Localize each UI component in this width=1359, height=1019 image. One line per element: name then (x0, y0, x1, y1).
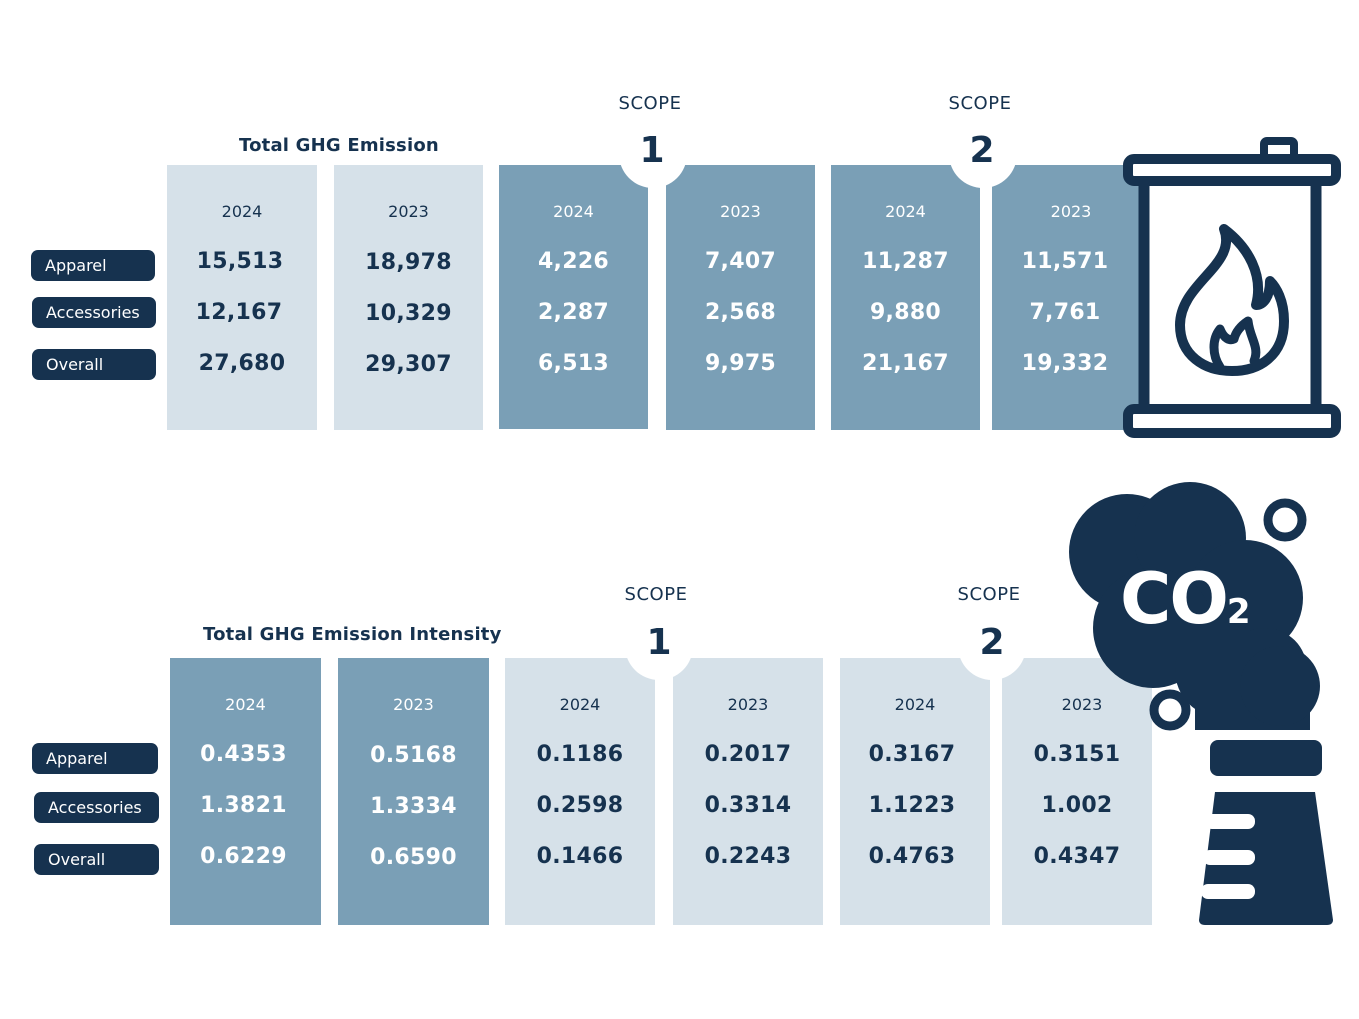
year-label: 2023 (388, 202, 429, 221)
emission-col-total-2024: 2024 15,513 12,167 27,680 (167, 165, 317, 430)
value-apparel: 0.2017 (704, 742, 792, 767)
intensity-scope1-number: 1 (646, 622, 672, 663)
value-apparel: 0.3151 (1033, 742, 1121, 767)
emission-title: Total GHG Emission (239, 135, 439, 156)
co2-text: CO (1120, 558, 1229, 640)
scope1-notch (619, 120, 687, 188)
emission-row-label-overall: Overall (32, 349, 156, 380)
value-overall: 9,975 (704, 351, 777, 376)
value-accessories: 0.3314 (704, 793, 792, 818)
scope1-notch (625, 612, 693, 680)
fuel-barrel-flame-icon (1123, 137, 1341, 438)
intensity-title: Total GHG Emission Intensity (203, 624, 502, 645)
emission-scope2-label: SCOPE (948, 93, 1012, 114)
value-accessories: 1.002 (1041, 793, 1113, 818)
emission-scope2-number: 2 (969, 130, 995, 171)
intensity-col-total-2023: 2023 0.5168 1.3334 0.6590 (338, 658, 489, 925)
value-overall: 29,307 (365, 352, 452, 377)
value-apparel: 0.3167 (868, 742, 956, 767)
value-overall: 0.6590 (370, 845, 457, 870)
value-apparel: 7,407 (704, 249, 777, 274)
year-label: 2024 (894, 695, 936, 714)
intensity-row-label-overall: Overall (34, 844, 159, 875)
intensity-scope2-number: 2 (979, 622, 1005, 663)
intensity-col-scope2-2024: 2024 0.3167 1.1223 0.4763 (840, 658, 990, 925)
co2-label: CO2 (1120, 558, 1251, 640)
emission-col-scope2-2024: 2024 11,287 9,880 21,167 (831, 165, 980, 430)
emission-scope1-number: 1 (639, 130, 665, 171)
value-accessories: 12,167 (195, 300, 283, 325)
scope2-notch (949, 120, 1017, 188)
value-overall: 0.2243 (704, 844, 792, 869)
year-label: 2023 (1061, 695, 1103, 714)
value-apparel: 18,978 (365, 250, 452, 275)
value-accessories: 2,287 (537, 300, 610, 325)
emission-row-label-accessories: Accessories (32, 297, 156, 328)
value-overall: 0.4347 (1033, 844, 1121, 869)
value-overall: 19,332 (1021, 351, 1109, 376)
value-overall: 21,167 (862, 351, 949, 376)
emission-scope1-label: SCOPE (618, 93, 682, 114)
value-apparel: 0.5168 (370, 743, 457, 768)
intensity-scope1-label: SCOPE (624, 584, 688, 605)
scope2-notch (958, 612, 1026, 680)
emission-col-scope2-2023: 2023 11,571 7,761 19,332 (992, 165, 1142, 430)
value-apparel: 4,226 (537, 249, 610, 274)
intensity-col-scope1-2023: 2023 0.2017 0.3314 0.2243 (673, 658, 823, 925)
year-label: 2023 (727, 695, 769, 714)
emission-col-total-2023: 2023 18,978 10,329 29,307 (334, 165, 483, 430)
value-accessories: 7,761 (1029, 300, 1101, 325)
year-label: 2023 (1050, 202, 1092, 221)
value-accessories: 1.3334 (370, 794, 457, 819)
value-overall: 0.4763 (868, 844, 956, 869)
co2-subscript: 2 (1226, 592, 1251, 632)
value-apparel: 0.1186 (536, 742, 624, 767)
smokestack-co2-cloud-icon (1069, 482, 1333, 925)
value-apparel: 0.4353 (200, 742, 287, 767)
emission-col-scope1-2024: 2024 4,226 2,287 6,513 (499, 165, 648, 429)
year-label: 2024 (225, 695, 266, 714)
intensity-col-total-2024: 2024 0.4353 1.3821 0.6229 (170, 658, 321, 925)
value-apparel: 11,571 (1021, 249, 1109, 274)
value-apparel: 11,287 (862, 249, 949, 274)
value-apparel: 15,513 (196, 249, 284, 274)
value-accessories: 0.2598 (536, 793, 624, 818)
year-label: 2024 (885, 202, 926, 221)
intensity-row-label-accessories: Accessories (34, 792, 159, 823)
year-label: 2024 (559, 695, 601, 714)
value-overall: 6,513 (537, 351, 610, 376)
year-label: 2024 (553, 202, 594, 221)
year-label: 2023 (720, 202, 761, 221)
year-label: 2023 (393, 695, 434, 714)
value-overall: 27,680 (198, 351, 286, 376)
value-accessories: 2,568 (704, 300, 777, 325)
intensity-col-scope2-2023: 2023 0.3151 1.002 0.4347 (1002, 658, 1152, 925)
value-accessories: 9,880 (869, 300, 942, 325)
year-label: 2024 (221, 202, 263, 221)
intensity-scope2-label: SCOPE (957, 584, 1021, 605)
value-accessories: 1.3821 (200, 793, 287, 818)
value-accessories: 10,329 (365, 301, 452, 326)
value-overall: 0.6229 (200, 844, 287, 869)
emission-row-label-apparel: Apparel (31, 250, 155, 281)
emission-col-scope1-2023: 2023 7,407 2,568 9,975 (666, 165, 815, 430)
value-overall: 0.1466 (536, 844, 624, 869)
intensity-row-label-apparel: Apparel (32, 743, 158, 774)
value-accessories: 1.1223 (868, 793, 956, 818)
intensity-col-scope1-2024: 2024 0.1186 0.2598 0.1466 (505, 658, 655, 925)
